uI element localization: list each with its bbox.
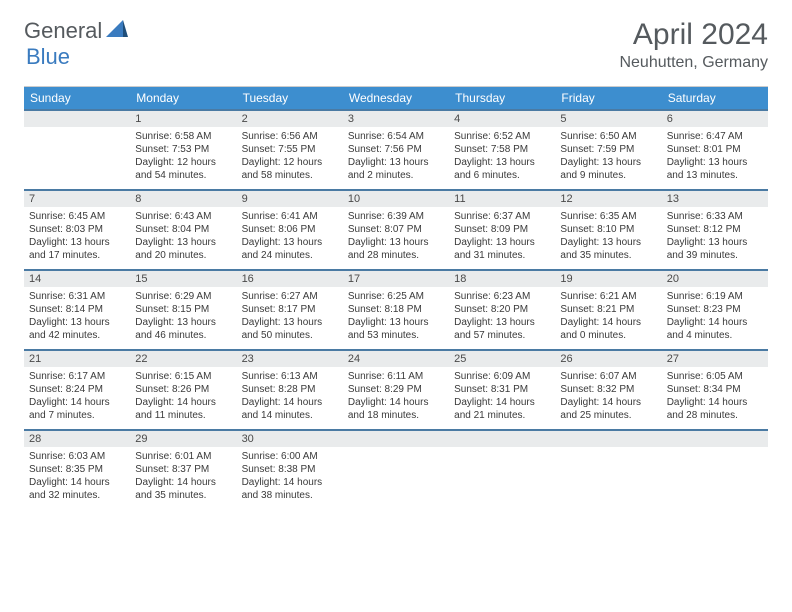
- daynum: 14: [24, 269, 130, 287]
- daynum: 28: [24, 429, 130, 447]
- day-info-empty: [662, 447, 768, 509]
- day-info: Sunrise: 6:05 AMSunset: 8:34 PMDaylight:…: [662, 367, 768, 429]
- logo-text-blue: Blue: [26, 44, 70, 70]
- location: Neuhutten, Germany: [619, 54, 768, 72]
- dayhead-saturday: Saturday: [662, 87, 768, 109]
- day-info: Sunrise: 6:07 AMSunset: 8:32 PMDaylight:…: [555, 367, 661, 429]
- dayhead-friday: Friday: [555, 87, 661, 109]
- daynum: 20: [662, 269, 768, 287]
- day-info: Sunrise: 6:27 AMSunset: 8:17 PMDaylight:…: [237, 287, 343, 349]
- day-info: Sunrise: 6:21 AMSunset: 8:21 PMDaylight:…: [555, 287, 661, 349]
- day-info: Sunrise: 6:56 AMSunset: 7:55 PMDaylight:…: [237, 127, 343, 189]
- daynum-empty: [24, 109, 130, 127]
- daynum: 7: [24, 189, 130, 207]
- day-info: Sunrise: 6:43 AMSunset: 8:04 PMDaylight:…: [130, 207, 236, 269]
- daynum-empty: [555, 429, 661, 447]
- daynum: 4: [449, 109, 555, 127]
- daynum: 13: [662, 189, 768, 207]
- daynum-empty: [449, 429, 555, 447]
- day-info-empty: [449, 447, 555, 509]
- day-info: Sunrise: 6:50 AMSunset: 7:59 PMDaylight:…: [555, 127, 661, 189]
- day-info: Sunrise: 6:33 AMSunset: 8:12 PMDaylight:…: [662, 207, 768, 269]
- day-info: Sunrise: 6:47 AMSunset: 8:01 PMDaylight:…: [662, 127, 768, 189]
- day-info: Sunrise: 6:45 AMSunset: 8:03 PMDaylight:…: [24, 207, 130, 269]
- daynum: 25: [449, 349, 555, 367]
- title-block: April 2024 Neuhutten, Germany: [619, 18, 768, 72]
- daynum: 5: [555, 109, 661, 127]
- day-info: Sunrise: 6:01 AMSunset: 8:37 PMDaylight:…: [130, 447, 236, 509]
- dayhead-sunday: Sunday: [24, 87, 130, 109]
- day-info: Sunrise: 6:23 AMSunset: 8:20 PMDaylight:…: [449, 287, 555, 349]
- day-info: Sunrise: 6:00 AMSunset: 8:38 PMDaylight:…: [237, 447, 343, 509]
- day-info: Sunrise: 6:29 AMSunset: 8:15 PMDaylight:…: [130, 287, 236, 349]
- dayhead-monday: Monday: [130, 87, 236, 109]
- daynum: 23: [237, 349, 343, 367]
- daynum: 3: [343, 109, 449, 127]
- day-info: Sunrise: 6:58 AMSunset: 7:53 PMDaylight:…: [130, 127, 236, 189]
- day-info-empty: [343, 447, 449, 509]
- daynum: 11: [449, 189, 555, 207]
- day-info: Sunrise: 6:03 AMSunset: 8:35 PMDaylight:…: [24, 447, 130, 509]
- daynum: 8: [130, 189, 236, 207]
- daynum: 1: [130, 109, 236, 127]
- calendar-grid: Sunday Monday Tuesday Wednesday Thursday…: [24, 86, 768, 509]
- daynum: 2: [237, 109, 343, 127]
- day-info-empty: [24, 127, 130, 189]
- daynum: 22: [130, 349, 236, 367]
- day-info: Sunrise: 6:13 AMSunset: 8:28 PMDaylight:…: [237, 367, 343, 429]
- day-info: Sunrise: 6:09 AMSunset: 8:31 PMDaylight:…: [449, 367, 555, 429]
- day-info: Sunrise: 6:25 AMSunset: 8:18 PMDaylight:…: [343, 287, 449, 349]
- day-info: Sunrise: 6:17 AMSunset: 8:24 PMDaylight:…: [24, 367, 130, 429]
- daynum: 17: [343, 269, 449, 287]
- dayhead-tuesday: Tuesday: [237, 87, 343, 109]
- daynum: 15: [130, 269, 236, 287]
- logo-text-general: General: [24, 18, 102, 44]
- day-info: Sunrise: 6:31 AMSunset: 8:14 PMDaylight:…: [24, 287, 130, 349]
- day-info: Sunrise: 6:37 AMSunset: 8:09 PMDaylight:…: [449, 207, 555, 269]
- daynum: 24: [343, 349, 449, 367]
- day-info: Sunrise: 6:11 AMSunset: 8:29 PMDaylight:…: [343, 367, 449, 429]
- day-info-empty: [555, 447, 661, 509]
- daynum: 12: [555, 189, 661, 207]
- daynum-empty: [662, 429, 768, 447]
- daynum: 21: [24, 349, 130, 367]
- daynum: 16: [237, 269, 343, 287]
- daynum: 26: [555, 349, 661, 367]
- day-info: Sunrise: 6:19 AMSunset: 8:23 PMDaylight:…: [662, 287, 768, 349]
- day-info: Sunrise: 6:35 AMSunset: 8:10 PMDaylight:…: [555, 207, 661, 269]
- day-info: Sunrise: 6:15 AMSunset: 8:26 PMDaylight:…: [130, 367, 236, 429]
- logo-triangle-icon: [106, 20, 128, 43]
- daynum: 30: [237, 429, 343, 447]
- day-info: Sunrise: 6:41 AMSunset: 8:06 PMDaylight:…: [237, 207, 343, 269]
- daynum: 10: [343, 189, 449, 207]
- dayhead-wednesday: Wednesday: [343, 87, 449, 109]
- daynum: 19: [555, 269, 661, 287]
- header: General April 2024 Neuhutten, Germany: [0, 0, 792, 80]
- daynum-empty: [343, 429, 449, 447]
- daynum: 29: [130, 429, 236, 447]
- day-info: Sunrise: 6:39 AMSunset: 8:07 PMDaylight:…: [343, 207, 449, 269]
- daynum: 6: [662, 109, 768, 127]
- dayhead-thursday: Thursday: [449, 87, 555, 109]
- day-info: Sunrise: 6:54 AMSunset: 7:56 PMDaylight:…: [343, 127, 449, 189]
- month-title: April 2024: [619, 18, 768, 52]
- daynum: 9: [237, 189, 343, 207]
- logo: General: [24, 18, 130, 44]
- daynum: 27: [662, 349, 768, 367]
- day-info: Sunrise: 6:52 AMSunset: 7:58 PMDaylight:…: [449, 127, 555, 189]
- daynum: 18: [449, 269, 555, 287]
